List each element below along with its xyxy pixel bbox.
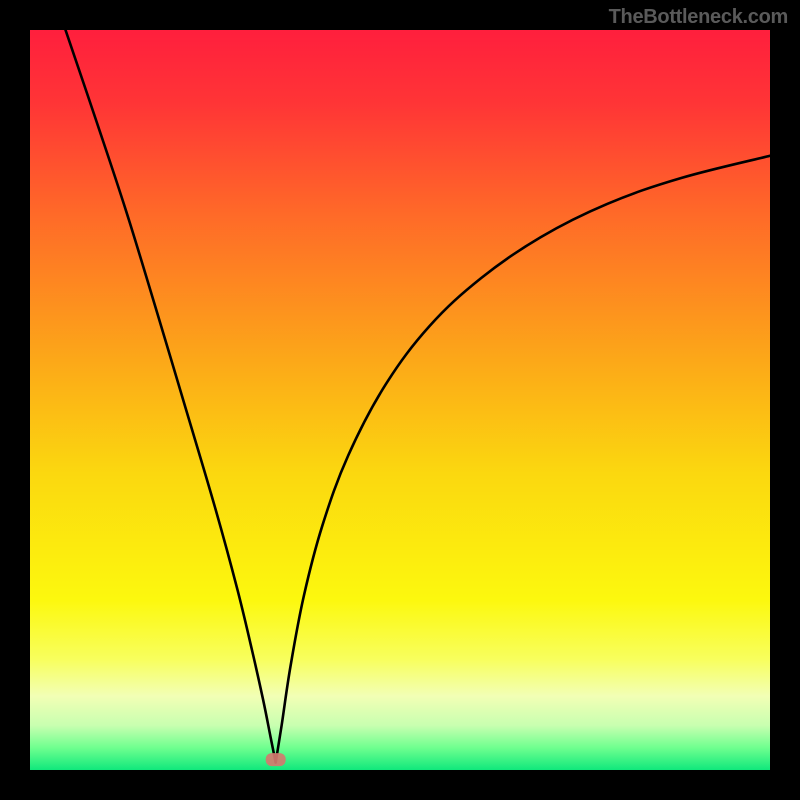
chart-frame: TheBottleneck.com xyxy=(0,0,800,800)
plot-background xyxy=(30,30,770,770)
vertex-marker xyxy=(266,753,286,766)
plot-svg xyxy=(30,30,770,770)
watermark-text: TheBottleneck.com xyxy=(609,6,788,29)
plot-area xyxy=(30,30,770,770)
